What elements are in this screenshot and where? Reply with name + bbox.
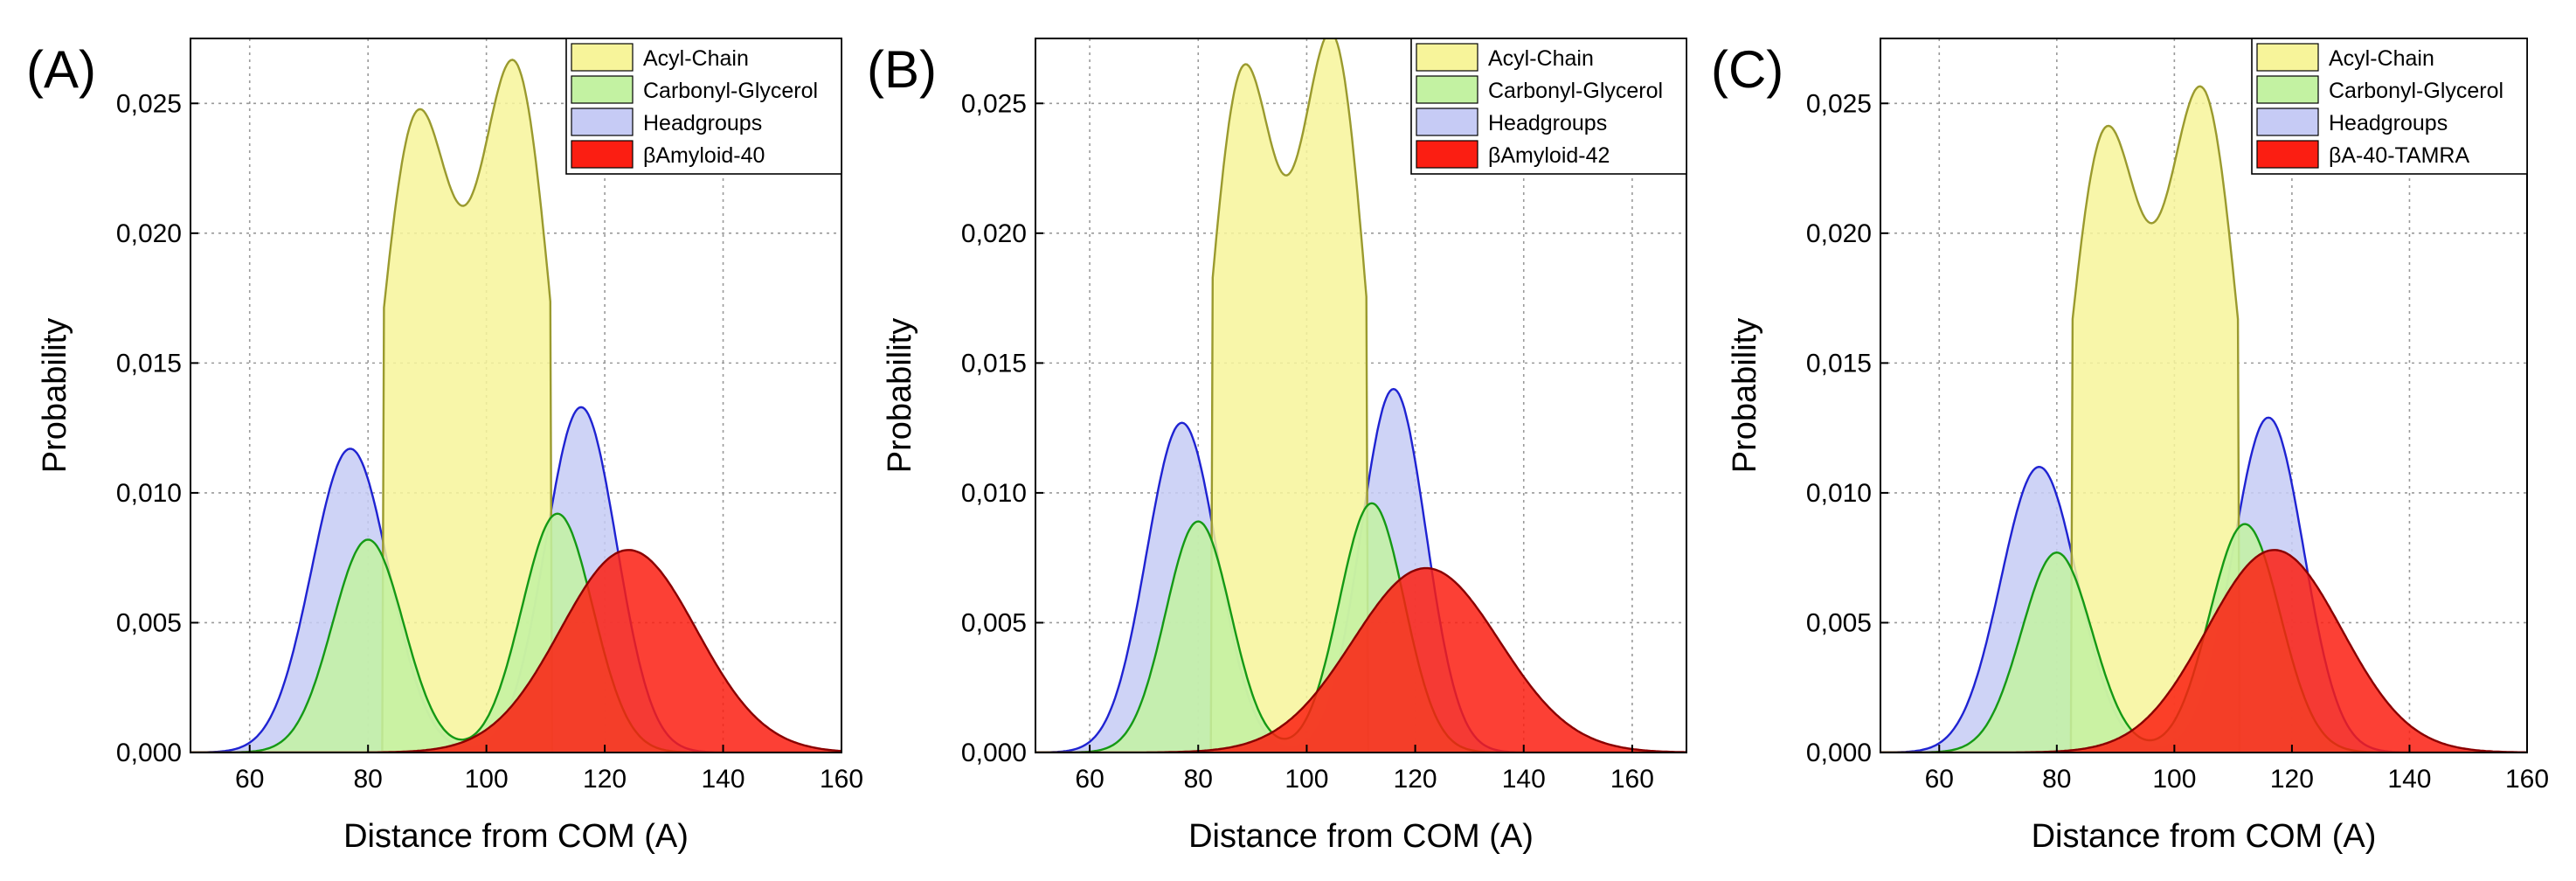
y-tick-label: 0,010 — [1806, 479, 1872, 508]
legend-swatch-a-40-tamra — [2256, 140, 2319, 169]
legend-label: βAmyloid-40 — [643, 143, 765, 168]
x-axis-title: Distance from COM (A) — [2032, 818, 2377, 855]
legend-label: Headgroups — [643, 111, 762, 135]
y-tick-label: 0,015 — [961, 349, 1027, 378]
x-tick-label: 100 — [465, 765, 509, 794]
line-acyl-chain — [190, 59, 841, 753]
y-tick-label: 0,025 — [961, 89, 1027, 118]
x-tick-label: 80 — [1184, 765, 1213, 794]
plot-frame — [1880, 38, 2528, 753]
x-tick-label: 160 — [2505, 765, 2549, 794]
y-axis-title: Probability — [882, 318, 918, 473]
y-tick-label: 0,005 — [1806, 608, 1872, 637]
legend-swatch-headgroups — [1416, 108, 1478, 136]
x-tick-label: 140 — [702, 765, 745, 794]
line-acyl-chain — [1880, 85, 2527, 753]
line-amyloid-40 — [190, 549, 841, 753]
x-tick-label: 140 — [1502, 765, 1546, 794]
legend-swatch-acyl-chain — [2256, 43, 2319, 72]
chart-panel-2: 60 80 100 120 140 160 0,000 0,005 0,010 0,015 0,02… — [867, 38, 1687, 855]
legend-swatch-headgroups — [571, 108, 634, 136]
legend-swatch-acyl-chain — [1416, 43, 1478, 72]
x-tick-label: 60 — [1925, 765, 1954, 794]
y-tick-label: 0,000 — [1806, 739, 1872, 767]
x-tick-label: 60 — [1075, 765, 1104, 794]
y-tick-label: 0,005 — [116, 608, 182, 637]
y-tick-label: 0,020 — [961, 219, 1027, 248]
x-tick-label: 80 — [2042, 765, 2071, 794]
plot-frame — [190, 38, 842, 753]
area-acyl-chain — [190, 59, 841, 753]
legend-label: βA-40-TAMRA — [2329, 143, 2469, 168]
y-axis-title: Probability — [1727, 318, 1763, 473]
plot-frame — [1035, 38, 1687, 753]
area-amyloid-40 — [190, 550, 841, 753]
legend: Acyl-Chain Carbonyl-Glycerol Headgroups βAm… — [1410, 38, 1687, 175]
legend-swatch-carbonyl-glycerol — [2256, 75, 2319, 104]
chart-panel-1: 60 80 100 120 140 160 0,000 0,005 0,010 0,015 0,02… — [26, 38, 863, 855]
chart-panel-3: 60 80 100 120 140 160 0,000 0,005 0,010 0,015 0,02… — [1711, 38, 2549, 855]
y-tick-label: 0,015 — [1806, 349, 1872, 378]
legend-label: Carbonyl-Glycerol — [2329, 79, 2503, 103]
y-tick-label: 0,005 — [961, 608, 1027, 637]
panel-label: (A) — [26, 40, 96, 99]
legend-swatch-amyloid-42 — [1416, 140, 1478, 169]
line-carbonyl-glycerol — [1035, 502, 1686, 753]
legend-label: Acyl-Chain — [643, 46, 749, 71]
y-tick-label: 0,010 — [116, 479, 182, 508]
y-tick-label: 0,025 — [116, 89, 182, 118]
legend-swatch-acyl-chain — [571, 43, 634, 72]
panel-label: (C) — [1711, 40, 1783, 99]
line-acyl-chain — [1035, 38, 1686, 753]
panel-label: (B) — [867, 40, 937, 99]
area-acyl-chain — [1880, 86, 2527, 753]
x-tick-label: 160 — [820, 765, 863, 794]
legend-label: βAmyloid-42 — [1488, 143, 1610, 168]
legend-label: Carbonyl-Glycerol — [1488, 79, 1663, 103]
y-tick-label: 0,025 — [1806, 89, 1872, 118]
legend-label: Headgroups — [2329, 111, 2448, 135]
x-axis-title: Distance from COM (A) — [343, 818, 689, 855]
x-axis-title: Distance from COM (A) — [1188, 818, 1534, 855]
legend-label: Headgroups — [1488, 111, 1607, 135]
area-a-40-tamra — [1880, 550, 2527, 753]
area-acyl-chain — [1035, 38, 1686, 753]
legend-swatch-carbonyl-glycerol — [1416, 75, 1478, 104]
x-tick-label: 120 — [583, 765, 627, 794]
legend-label: Acyl-Chain — [1488, 46, 1594, 71]
legend-swatch-headgroups — [2256, 108, 2319, 136]
y-tick-label: 0,000 — [116, 739, 182, 767]
legend: Acyl-Chain Carbonyl-Glycerol Headgroups βA-… — [2251, 38, 2528, 175]
legend: Acyl-Chain Carbonyl-Glycerol Headgroups βAm… — [565, 38, 842, 175]
x-tick-label: 80 — [353, 765, 382, 794]
y-axis-title: Probability — [37, 318, 73, 473]
x-tick-label: 160 — [1610, 765, 1654, 794]
y-tick-label: 0,020 — [116, 219, 182, 248]
x-tick-label: 140 — [2387, 765, 2431, 794]
y-tick-label: 0,010 — [961, 479, 1027, 508]
y-tick-label: 0,020 — [1806, 219, 1872, 248]
y-tick-label: 0,000 — [961, 739, 1027, 767]
area-amyloid-42 — [1035, 568, 1686, 753]
line-a-40-tamra — [1880, 549, 2527, 753]
legend-swatch-carbonyl-glycerol — [571, 75, 634, 104]
x-tick-label: 100 — [2152, 765, 2196, 794]
legend-label: Carbonyl-Glycerol — [643, 79, 818, 103]
x-tick-label: 120 — [1394, 765, 1437, 794]
legend-label: Acyl-Chain — [2329, 46, 2434, 71]
x-tick-label: 60 — [235, 765, 264, 794]
y-tick-label: 0,015 — [116, 349, 182, 378]
x-tick-label: 120 — [2270, 765, 2314, 794]
x-tick-label: 100 — [1285, 765, 1328, 794]
legend-swatch-amyloid-40 — [571, 140, 634, 169]
line-carbonyl-glycerol — [190, 512, 841, 753]
